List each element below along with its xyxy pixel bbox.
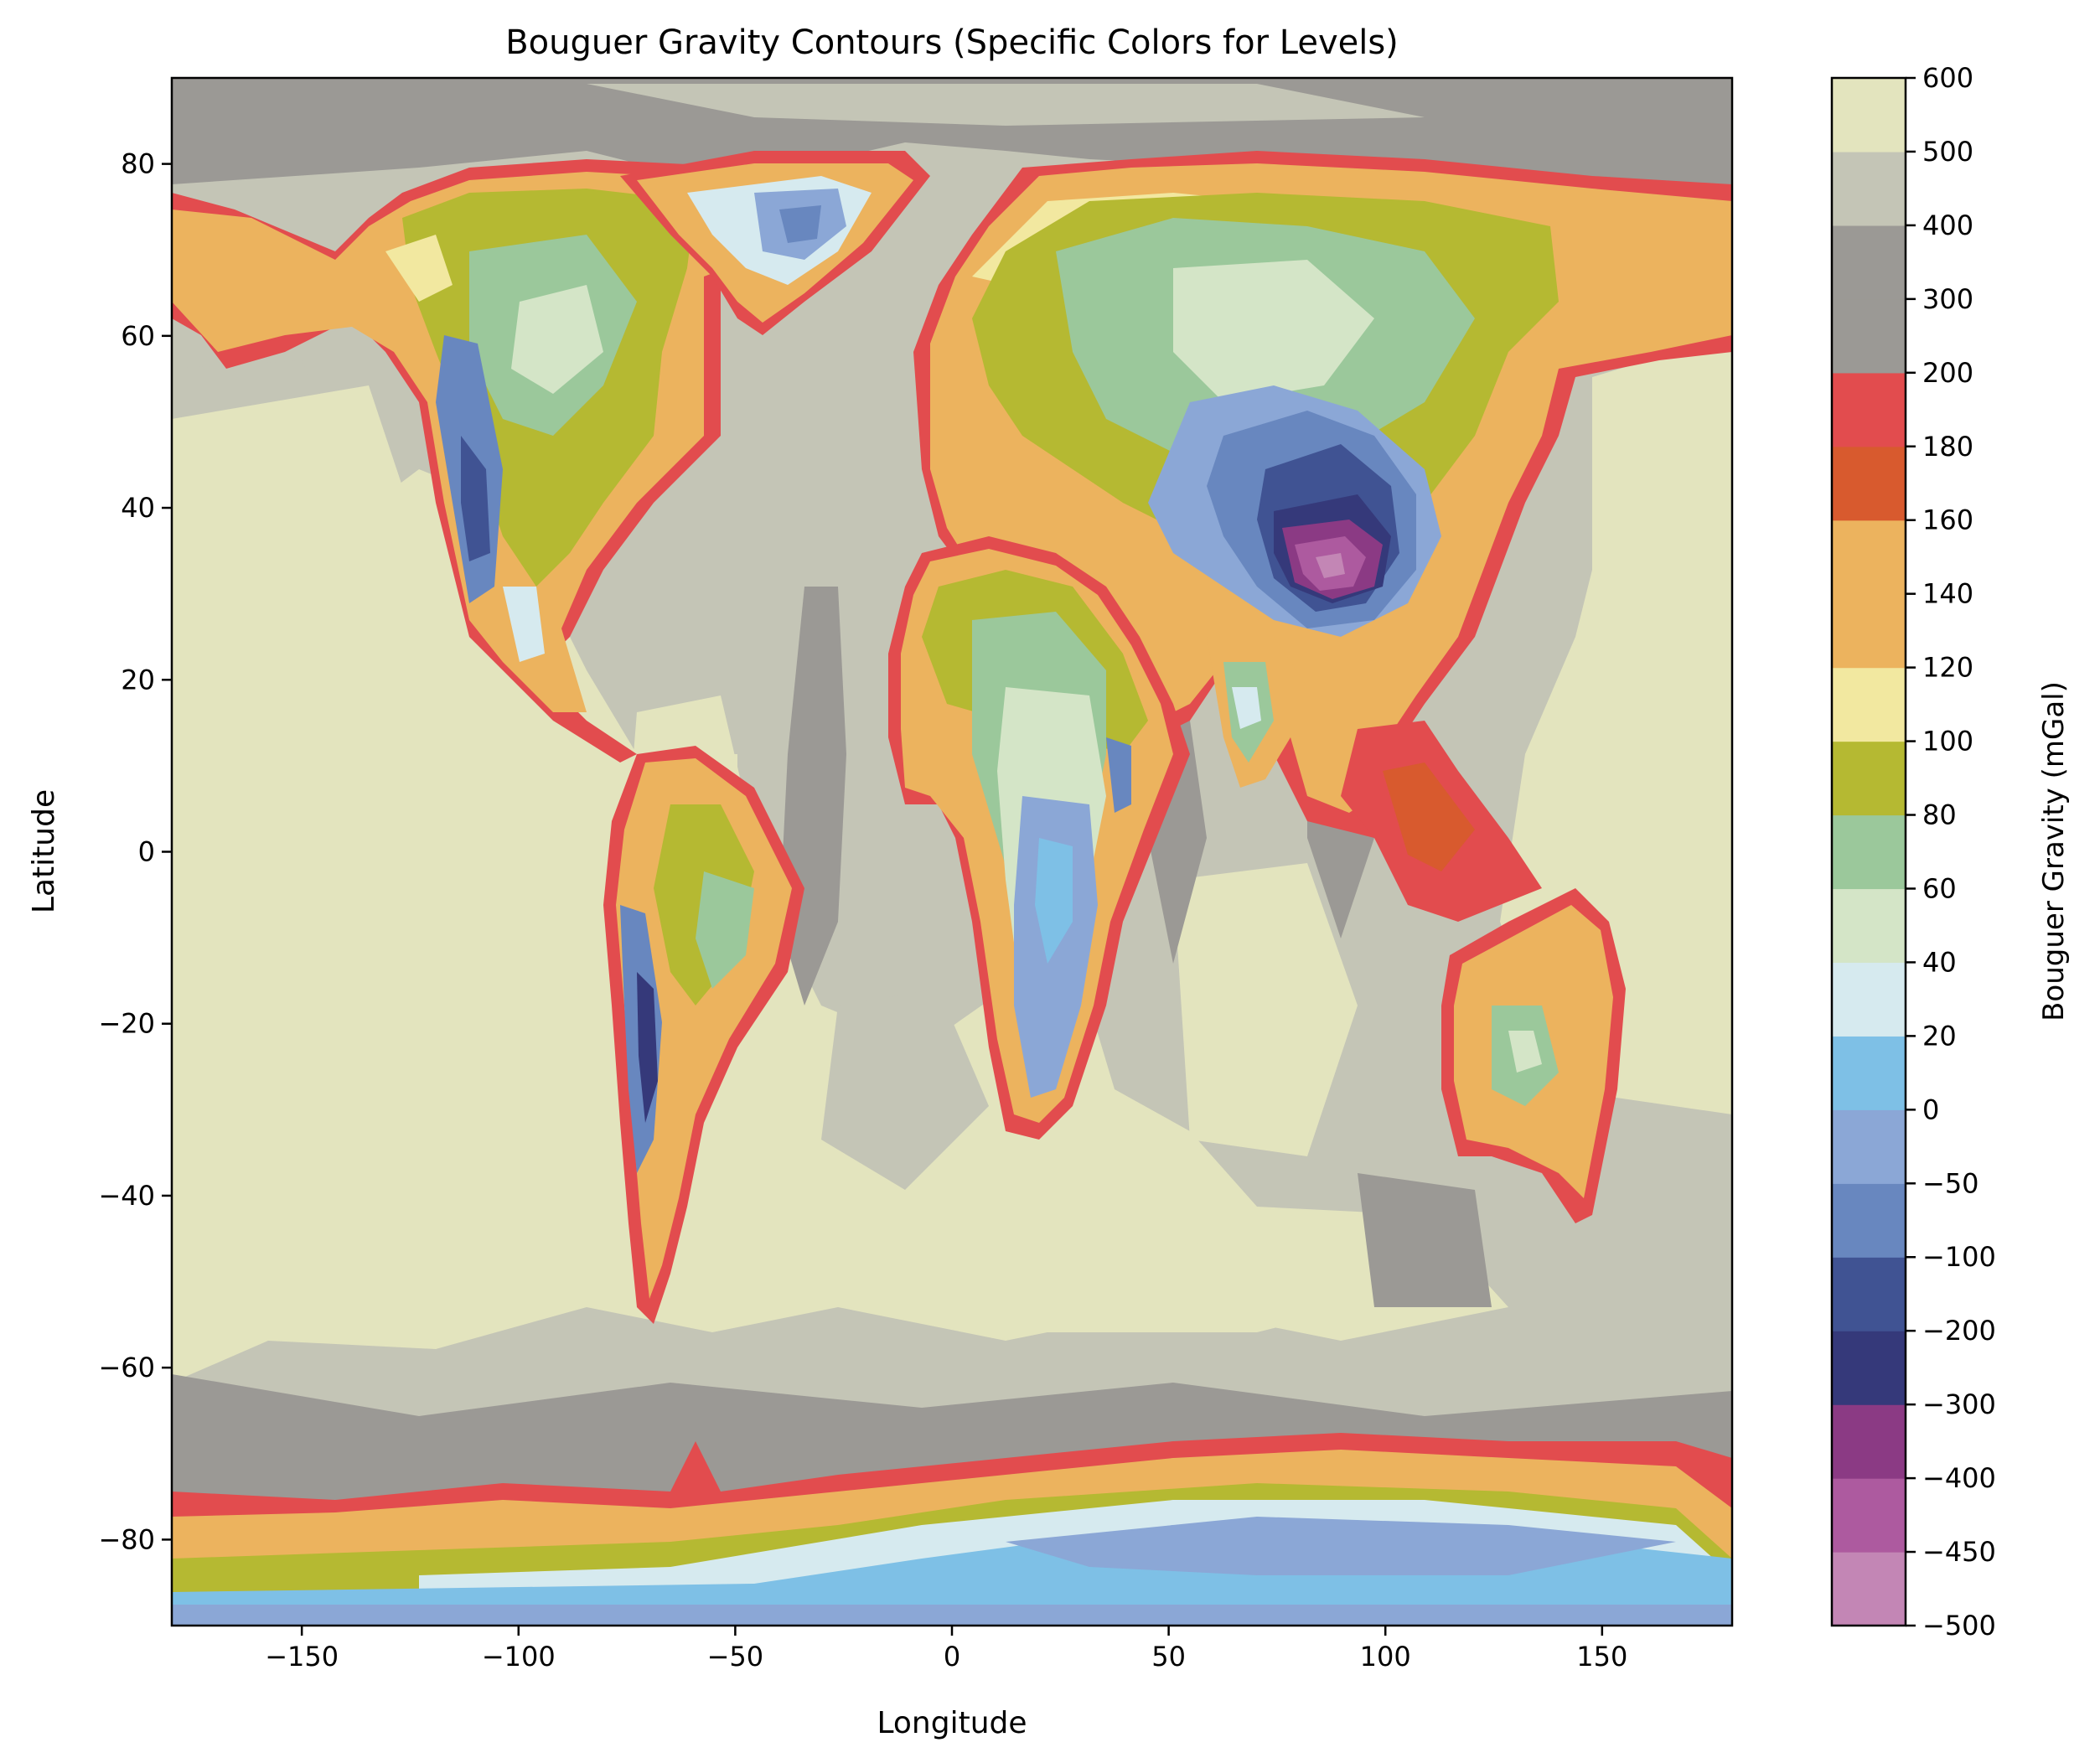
colorbar-tick-label: 300: [1922, 283, 1973, 315]
colorbar-tick-label: −300: [1922, 1388, 1996, 1420]
colorbar-label: Bouguer Gravity (mGal): [2037, 681, 2071, 1021]
colorbar-bin: [1832, 1109, 1906, 1184]
x-axis-label: Longitude: [877, 1706, 1027, 1740]
y-tick-label: 40: [121, 492, 155, 524]
x-tick-label: 150: [1576, 1641, 1627, 1673]
colorbar-tick-label: 500: [1922, 136, 1973, 168]
colorbar-bin: [1832, 742, 1906, 816]
colorbar-tick-label: 60: [1922, 872, 1957, 904]
colorbar-bin: [1832, 299, 1906, 374]
y-tick-label: 60: [121, 320, 155, 352]
colorbar-tick-label: 200: [1922, 357, 1973, 389]
colorbar-bin: [1832, 815, 1906, 890]
colorbar-tick-label: 20: [1922, 1020, 1957, 1052]
x-tick-label: −150: [265, 1641, 339, 1673]
y-axis-label: Latitude: [27, 789, 61, 913]
x-tick-label: 100: [1360, 1641, 1411, 1673]
colorbar-tick-label: 100: [1922, 726, 1973, 757]
colorbar-tick-label: −400: [1922, 1462, 1996, 1494]
y-tick-label: −40: [98, 1180, 155, 1212]
y-tick-label: 80: [121, 148, 155, 180]
x-tick-label: 0: [944, 1641, 960, 1673]
colorbar-bin: [1832, 1478, 1906, 1553]
colorbar-tick-label: −200: [1922, 1315, 1996, 1347]
colorbar-tick-label: 140: [1922, 578, 1973, 610]
x-tick-label: −100: [482, 1641, 556, 1673]
colorbar-bin: [1832, 1183, 1906, 1258]
colorbar-bin: [1832, 1036, 1906, 1110]
colorbar-bin: [1832, 373, 1906, 447]
colorbar-tick-label: 120: [1922, 652, 1973, 684]
colorbar-tick-label: −50: [1922, 1167, 1979, 1199]
colorbar-bin: [1832, 447, 1906, 521]
ridge-shelf: [1358, 1173, 1492, 1307]
y-tick-label: −20: [98, 1008, 155, 1040]
colorbar-tick-label: 180: [1922, 431, 1973, 463]
colorbar-bin: [1832, 225, 1906, 300]
colorbar-bin: [1832, 1257, 1906, 1331]
y-tick-label: −80: [98, 1523, 155, 1555]
colorbar-bin: [1832, 1331, 1906, 1405]
colorbar-bin: [1832, 962, 1906, 1037]
colorbar-tick-label: 600: [1922, 62, 1973, 94]
y-axis: −80 −60 −40 −20 0 20 40 60 80: [98, 148, 172, 1556]
y-tick-label: 0: [138, 836, 155, 868]
colorbar-bin: [1832, 668, 1906, 742]
colorbar-tick-label: −450: [1922, 1536, 1996, 1568]
colorbar-bin: [1832, 520, 1906, 595]
colorbar-tick-label: 160: [1922, 504, 1973, 536]
colorbar: −500−450−400−300−200−100−500204060801001…: [1832, 62, 1996, 1642]
y-tick-label: −60: [98, 1352, 155, 1383]
colorbar-bin: [1832, 888, 1906, 963]
colorbar-bin: [1832, 1552, 1906, 1626]
x-tick-label: 50: [1151, 1641, 1186, 1673]
chart-title: Bouguer Gravity Contours (Specific Color…: [505, 23, 1399, 62]
colorbar-tick-label: 80: [1922, 799, 1957, 831]
colorbar-bin: [1832, 594, 1906, 669]
colorbar-tick-label: −500: [1922, 1610, 1996, 1642]
colorbar-tick-label: 0: [1922, 1093, 1939, 1125]
colorbar-bin: [1832, 78, 1906, 153]
x-axis: −150 −100 −50 0 50 100 150: [265, 1626, 1627, 1673]
colorbar-bin: [1832, 152, 1906, 226]
colorbar-tick-label: 40: [1922, 946, 1957, 978]
contour-map: [172, 78, 1732, 1626]
colorbar-tick-label: 400: [1922, 209, 1973, 241]
colorbar-bin: [1832, 1404, 1906, 1479]
y-tick-label: 20: [121, 664, 155, 695]
x-tick-label: −50: [707, 1641, 764, 1673]
colorbar-tick-label: −100: [1922, 1241, 1996, 1273]
